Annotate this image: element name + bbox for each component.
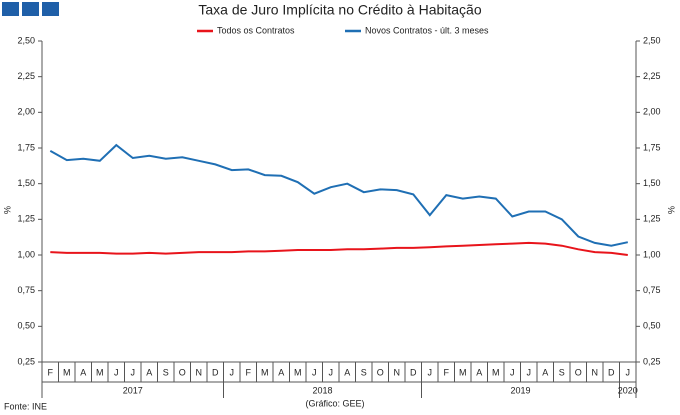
x-tick-label: F <box>48 367 54 377</box>
chart-title: Taxa de Juro Implícita no Crédito à Habi… <box>198 2 481 18</box>
x-tick-label: J <box>510 367 515 377</box>
x-tick-label: A <box>80 367 86 377</box>
year-label: 2017 <box>123 385 143 395</box>
y2-tick-label: 0,25 <box>643 356 661 366</box>
y-tick-label: 1,75 <box>17 142 35 152</box>
x-tick-label: O <box>377 367 384 377</box>
y-tick-label: 1,50 <box>17 178 35 188</box>
y-axis-label: % <box>2 206 12 214</box>
x-tick-label: J <box>428 367 433 377</box>
y2-tick-label: 1,25 <box>643 214 661 224</box>
y2-tick-label: 1,50 <box>643 178 661 188</box>
x-tick-label: J <box>230 367 235 377</box>
y-tick-label: 0,25 <box>17 356 35 366</box>
x-tick-label: O <box>179 367 186 377</box>
y2-tick-label: 2,25 <box>643 71 661 81</box>
header-square <box>42 2 59 16</box>
y2-tick-label: 1,00 <box>643 249 661 259</box>
x-tick-label: J <box>312 367 317 377</box>
y-tick-label: 2,50 <box>17 35 35 45</box>
x-tick-label: F <box>246 367 252 377</box>
x-tick-label: M <box>492 367 500 377</box>
x-tick-label: J <box>114 367 119 377</box>
x-tick-label: J <box>329 367 334 377</box>
x-tick-label: A <box>278 367 284 377</box>
y-tick-label: 0,50 <box>17 321 35 331</box>
series-line <box>49 143 629 247</box>
y2-axis-label: % <box>666 206 676 214</box>
x-tick-label: N <box>196 367 203 377</box>
x-tick-label: N <box>394 367 401 377</box>
series-line <box>50 241 628 256</box>
x-tick-label: M <box>63 367 71 377</box>
x-tick-label: A <box>344 367 350 377</box>
year-label: 2020 <box>618 385 638 395</box>
x-tick-label: M <box>294 367 302 377</box>
x-tick-label: M <box>459 367 467 377</box>
y2-tick-label: 2,50 <box>643 35 661 45</box>
year-label: 2019 <box>510 385 530 395</box>
x-tick-label: A <box>146 367 152 377</box>
x-tick-label: J <box>527 367 532 377</box>
y2-tick-label: 2,00 <box>643 107 661 117</box>
x-tick-label: O <box>575 367 582 377</box>
year-label: 2018 <box>312 385 332 395</box>
x-tick-label: M <box>96 367 104 377</box>
y2-tick-label: 0,50 <box>643 321 661 331</box>
y-tick-label: 2,00 <box>17 107 35 117</box>
y2-tick-label: 1,75 <box>643 142 661 152</box>
legend-label: Todos os Contratos <box>217 25 295 35</box>
x-tick-label: A <box>476 367 482 377</box>
x-tick-label: D <box>608 367 615 377</box>
header-square <box>2 2 19 16</box>
y-tick-label: 1,00 <box>17 249 35 259</box>
x-tick-label: M <box>261 367 269 377</box>
x-tick-label: D <box>410 367 417 377</box>
credit: (Gráfico: GEE) <box>305 398 364 408</box>
source: Fonte: INE <box>4 401 47 411</box>
y-tick-label: 1,25 <box>17 214 35 224</box>
y2-tick-label: 0,75 <box>643 285 661 295</box>
x-tick-label: F <box>444 367 450 377</box>
x-tick-label: J <box>131 367 136 377</box>
x-tick-label: S <box>361 367 367 377</box>
y-tick-label: 2,25 <box>17 71 35 81</box>
x-tick-label: N <box>592 367 599 377</box>
x-tick-label: S <box>163 367 169 377</box>
legend-label: Novos Contratos - últ. 3 meses <box>365 25 489 35</box>
x-tick-label: A <box>542 367 548 377</box>
y-tick-label: 0,75 <box>17 285 35 295</box>
header-square <box>22 2 39 16</box>
x-tick-label: S <box>559 367 565 377</box>
x-tick-label: J <box>626 367 631 377</box>
x-tick-label: D <box>212 367 219 377</box>
